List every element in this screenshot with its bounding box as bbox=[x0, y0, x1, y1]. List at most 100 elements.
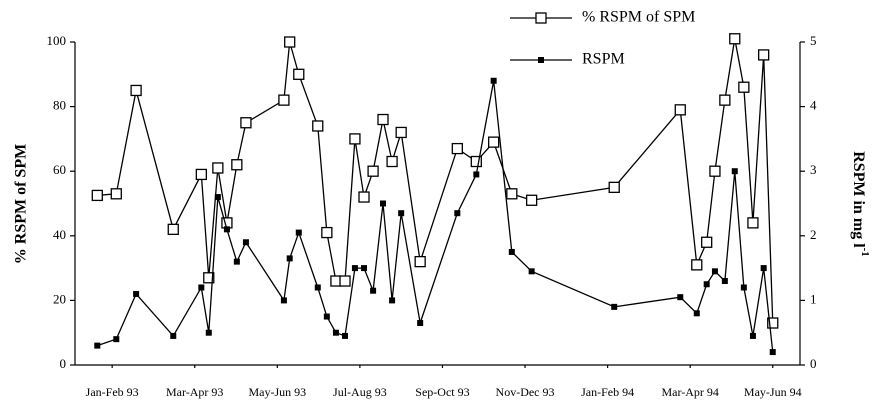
point bbox=[231, 159, 243, 171]
y2-axis-label: RSPM in mg l-1 bbox=[850, 151, 871, 257]
point bbox=[170, 332, 177, 339]
point bbox=[711, 268, 718, 275]
point bbox=[314, 284, 321, 291]
point bbox=[473, 171, 480, 178]
point bbox=[758, 49, 770, 61]
y2-tick-label: 5 bbox=[810, 33, 817, 48]
point bbox=[470, 155, 482, 168]
point bbox=[769, 349, 776, 356]
series-line bbox=[97, 38, 774, 324]
point bbox=[130, 84, 142, 97]
point bbox=[506, 188, 518, 200]
point bbox=[701, 236, 713, 248]
point bbox=[395, 126, 407, 139]
point bbox=[280, 297, 287, 304]
y-tick-label: 0 bbox=[60, 356, 67, 371]
x-tick-label: Mar-Apr 94 bbox=[661, 385, 718, 399]
point bbox=[113, 336, 120, 343]
x-tick-label: Nov-Dec 93 bbox=[496, 385, 555, 399]
point bbox=[677, 294, 684, 301]
point bbox=[703, 281, 710, 288]
x-tick-label: Mar-Apr 93 bbox=[166, 385, 223, 399]
point bbox=[398, 210, 405, 217]
x-tick-label: Jan-Feb 94 bbox=[581, 385, 634, 399]
point bbox=[312, 120, 324, 132]
point bbox=[203, 272, 215, 284]
legend-marker bbox=[535, 12, 547, 24]
point bbox=[284, 36, 296, 48]
point bbox=[508, 248, 515, 255]
point bbox=[240, 117, 252, 129]
point bbox=[195, 168, 207, 181]
point bbox=[367, 165, 379, 177]
point bbox=[674, 104, 686, 116]
series-line bbox=[97, 80, 774, 353]
point bbox=[719, 94, 731, 106]
point bbox=[721, 278, 728, 285]
x-tick-label: Jul-Aug 93 bbox=[333, 385, 387, 399]
point bbox=[351, 265, 358, 272]
y-tick-label: 60 bbox=[53, 162, 66, 177]
point bbox=[349, 133, 361, 145]
point bbox=[740, 284, 747, 291]
point bbox=[528, 268, 535, 275]
point bbox=[323, 313, 330, 320]
y2-tick-label: 3 bbox=[810, 162, 817, 177]
point bbox=[709, 165, 721, 177]
y2-tick-label: 0 bbox=[810, 356, 817, 371]
point bbox=[110, 188, 122, 200]
point bbox=[451, 142, 463, 155]
y2-tick-label: 4 bbox=[810, 98, 817, 113]
point bbox=[332, 329, 339, 336]
point bbox=[198, 284, 205, 291]
point bbox=[233, 258, 240, 265]
point bbox=[767, 317, 779, 329]
point bbox=[91, 189, 103, 202]
y2-tick-label: 2 bbox=[810, 227, 817, 242]
point bbox=[342, 332, 349, 339]
point bbox=[377, 113, 389, 126]
point bbox=[414, 255, 426, 268]
point bbox=[278, 94, 290, 106]
point bbox=[133, 290, 140, 297]
point bbox=[417, 320, 424, 327]
y-tick-label: 40 bbox=[53, 227, 66, 242]
point bbox=[731, 168, 738, 175]
point bbox=[361, 265, 368, 272]
y-tick-label: 80 bbox=[53, 98, 66, 113]
y-tick-label: 20 bbox=[53, 291, 66, 306]
point bbox=[454, 210, 461, 217]
point bbox=[691, 259, 703, 271]
point bbox=[611, 303, 618, 310]
point bbox=[738, 81, 750, 93]
legend-label: RSPM bbox=[582, 51, 625, 68]
point bbox=[608, 181, 620, 194]
legend-label: % RSPM of SPM bbox=[582, 9, 695, 26]
point bbox=[389, 297, 396, 304]
point bbox=[94, 342, 101, 349]
point bbox=[358, 191, 370, 203]
point bbox=[747, 217, 759, 229]
point bbox=[286, 255, 293, 262]
x-tick-label: Sep-Oct 93 bbox=[415, 385, 469, 399]
point bbox=[167, 223, 179, 235]
y2-tick-label: 1 bbox=[810, 291, 817, 306]
point bbox=[729, 33, 741, 45]
point bbox=[205, 329, 212, 336]
point bbox=[242, 239, 249, 246]
point bbox=[525, 194, 538, 206]
point bbox=[212, 162, 224, 174]
point bbox=[321, 226, 333, 239]
legend-marker bbox=[538, 57, 544, 63]
point bbox=[295, 229, 302, 236]
x-tick-label: Jan-Feb 93 bbox=[86, 385, 139, 399]
y-tick-label: 100 bbox=[47, 33, 67, 48]
point bbox=[488, 136, 500, 148]
x-tick-label: May-Jun 94 bbox=[744, 385, 802, 399]
point bbox=[386, 155, 398, 168]
y-axis-label: % RSPM of SPM bbox=[13, 144, 30, 264]
point bbox=[380, 200, 387, 207]
point bbox=[490, 77, 497, 84]
point bbox=[370, 287, 377, 294]
